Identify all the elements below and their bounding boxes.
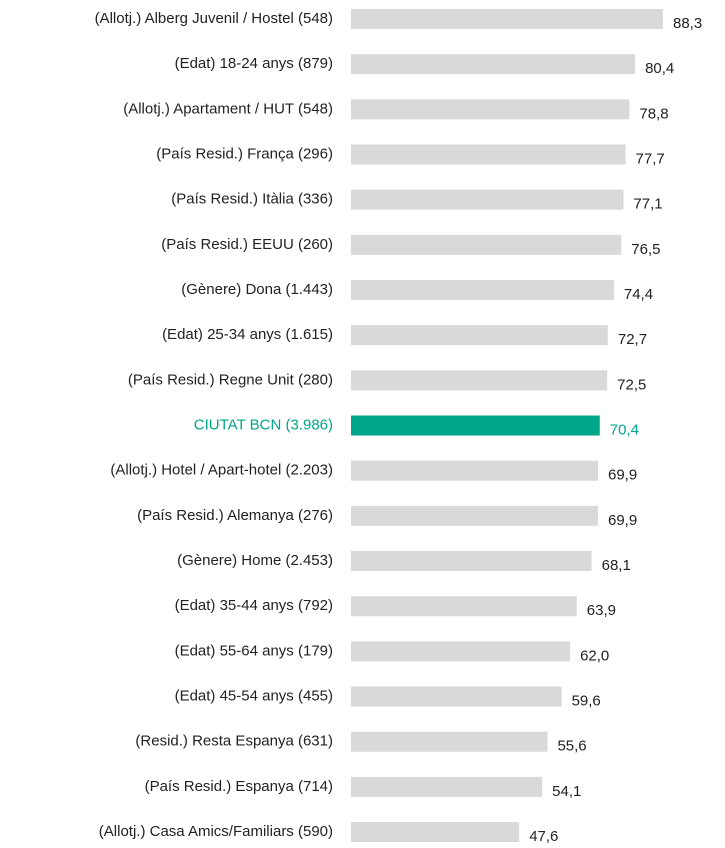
category-label: (Gènere) Dona (1.443) [181, 281, 333, 298]
value-label: 74,4 [624, 286, 653, 303]
value-label: 55,6 [557, 738, 586, 755]
value-label: 54,1 [552, 783, 581, 800]
bar [351, 325, 608, 346]
category-label: (Edat) 35-44 anys (792) [175, 597, 333, 614]
bar [351, 686, 562, 707]
category-label: (Allotj.) Alberg Juvenil / Hostel (548) [95, 10, 333, 27]
category-label: (País Resid.) Espanya (714) [145, 778, 333, 795]
value-label: 88,3 [673, 15, 702, 32]
bar [351, 189, 624, 210]
value-label: 77,7 [636, 150, 665, 167]
value-label: 77,1 [633, 196, 662, 213]
value-label: 59,6 [572, 693, 601, 710]
value-label: 78,8 [639, 105, 668, 122]
category-label: (Edat) 25-34 anys (1.615) [162, 326, 333, 343]
bar [351, 415, 600, 436]
category-label: (País Resid.) Regne Unit (280) [128, 371, 333, 388]
bar [351, 596, 577, 617]
value-label: 69,9 [608, 467, 637, 484]
bar [351, 144, 626, 165]
value-label: 72,7 [618, 331, 647, 348]
bar [351, 641, 571, 662]
category-label: (País Resid.) Itàlia (336) [171, 191, 333, 208]
value-label: 76,5 [631, 241, 660, 258]
bar [351, 551, 592, 572]
value-label: 72,5 [617, 376, 646, 393]
bar [351, 731, 548, 752]
bar [351, 776, 543, 797]
category-label: (Resid.) Resta Espanya (631) [135, 733, 333, 750]
category-label: (Edat) 45-54 anys (455) [175, 688, 333, 705]
category-label: (País Resid.) Alemanya (276) [137, 507, 333, 524]
bar [351, 234, 622, 255]
bar [351, 460, 598, 481]
category-label: (Allotj.) Apartament / HUT (548) [123, 100, 333, 117]
bar [351, 9, 663, 29]
category-label: (Allotj.) Hotel / Apart-hotel (2.203) [110, 462, 333, 479]
category-label: (Edat) 55-64 anys (179) [175, 642, 333, 659]
value-label: 70,4 [610, 421, 639, 438]
value-label: 69,9 [608, 512, 637, 529]
value-label: 47,6 [529, 828, 558, 845]
bar [351, 99, 630, 120]
bar [351, 505, 598, 526]
value-label: 62,0 [580, 647, 609, 664]
category-label: (País Resid.) EEUU (260) [161, 236, 333, 253]
bar [351, 280, 614, 301]
value-label: 80,4 [645, 60, 674, 77]
value-label: 68,1 [602, 557, 631, 574]
category-label: CIUTAT BCN (3.986) [194, 416, 333, 433]
category-label: (Edat) 18-24 anys (879) [175, 55, 333, 72]
bar [351, 370, 608, 391]
bar [351, 822, 520, 843]
category-label: (Allotj.) Casa Amics/Familiars (590) [99, 823, 333, 840]
value-label: 63,9 [587, 602, 616, 619]
category-label: (Gènere) Home (2.453) [177, 552, 333, 569]
bar [351, 54, 636, 75]
category-label: (País Resid.) França (296) [156, 145, 333, 162]
